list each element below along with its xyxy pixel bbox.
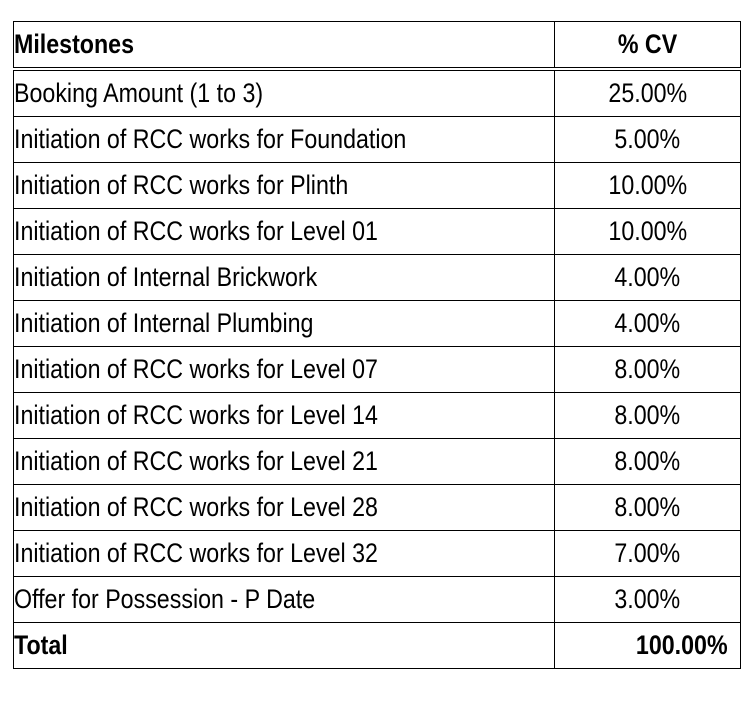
milestone-cell: Initiation of RCC works for Plinth [13, 162, 555, 209]
milestone-cell: Initiation of RCC works for Level 28 [13, 484, 555, 531]
milestone-cell: Initiation of RCC works for Level 07 [13, 346, 555, 393]
table-row: Initiation of Internal Brickwork 4.00% [13, 254, 741, 301]
milestone-cell: Initiation of RCC works for Level 21 [13, 438, 555, 485]
percent-cell: 8.00% [554, 346, 741, 393]
percent-cell: 8.00% [554, 392, 741, 439]
milestone-cell: Initiation of Internal Plumbing [13, 300, 555, 347]
table-row: Initiation of RCC works for Level 28 8.0… [13, 484, 741, 531]
table-row: Initiation of RCC works for Plinth 10.00… [13, 162, 741, 209]
table-row: Initiation of RCC works for Level 01 10.… [13, 208, 741, 255]
percent-cell: 25.00% [554, 68, 741, 117]
milestone-cell: Initiation of RCC works for Level 32 [13, 530, 555, 577]
table-header-row: Milestones % CV [13, 21, 741, 71]
milestone-cell: Offer for Possession - P Date [13, 576, 555, 623]
milestone-cell: Initiation of RCC works for Foundation [13, 116, 555, 163]
milestone-cell: Booking Amount (1 to 3) [13, 68, 555, 117]
milestone-cell: Initiation of RCC works for Level 14 [13, 392, 555, 439]
table-row: Initiation of RCC works for Level 07 8.0… [13, 346, 741, 393]
table-row: Initiation of RCC works for Level 14 8.0… [13, 392, 741, 439]
total-row: Total 100.00% [13, 622, 741, 669]
percent-cell: 8.00% [554, 438, 741, 485]
milestone-cell: Initiation of Internal Brickwork [13, 254, 555, 301]
total-percent: 100.00% [554, 622, 741, 669]
percent-cell: 7.00% [554, 530, 741, 577]
table-row: Initiation of Internal Plumbing 4.00% [13, 300, 741, 347]
header-percent-cv: % CV [554, 21, 741, 71]
table-row: Offer for Possession - P Date 3.00% [13, 576, 741, 623]
table-row: Initiation of RCC works for Level 32 7.0… [13, 530, 741, 577]
milestones-table: Milestones % CV Booking Amount (1 to 3) … [13, 21, 741, 669]
percent-cell: 5.00% [554, 116, 741, 163]
percent-cell: 4.00% [554, 254, 741, 301]
percent-cell: 3.00% [554, 576, 741, 623]
percent-cell: 4.00% [554, 300, 741, 347]
total-label: Total [13, 622, 555, 669]
percent-cell: 8.00% [554, 484, 741, 531]
percent-cell: 10.00% [554, 208, 741, 255]
milestone-cell: Initiation of RCC works for Level 01 [13, 208, 555, 255]
header-milestones: Milestones [13, 21, 555, 71]
table-row: Initiation of RCC works for Level 21 8.0… [13, 438, 741, 485]
table-row: Booking Amount (1 to 3) 25.00% [13, 68, 741, 117]
percent-cell: 10.00% [554, 162, 741, 209]
table-row: Initiation of RCC works for Foundation 5… [13, 116, 741, 163]
